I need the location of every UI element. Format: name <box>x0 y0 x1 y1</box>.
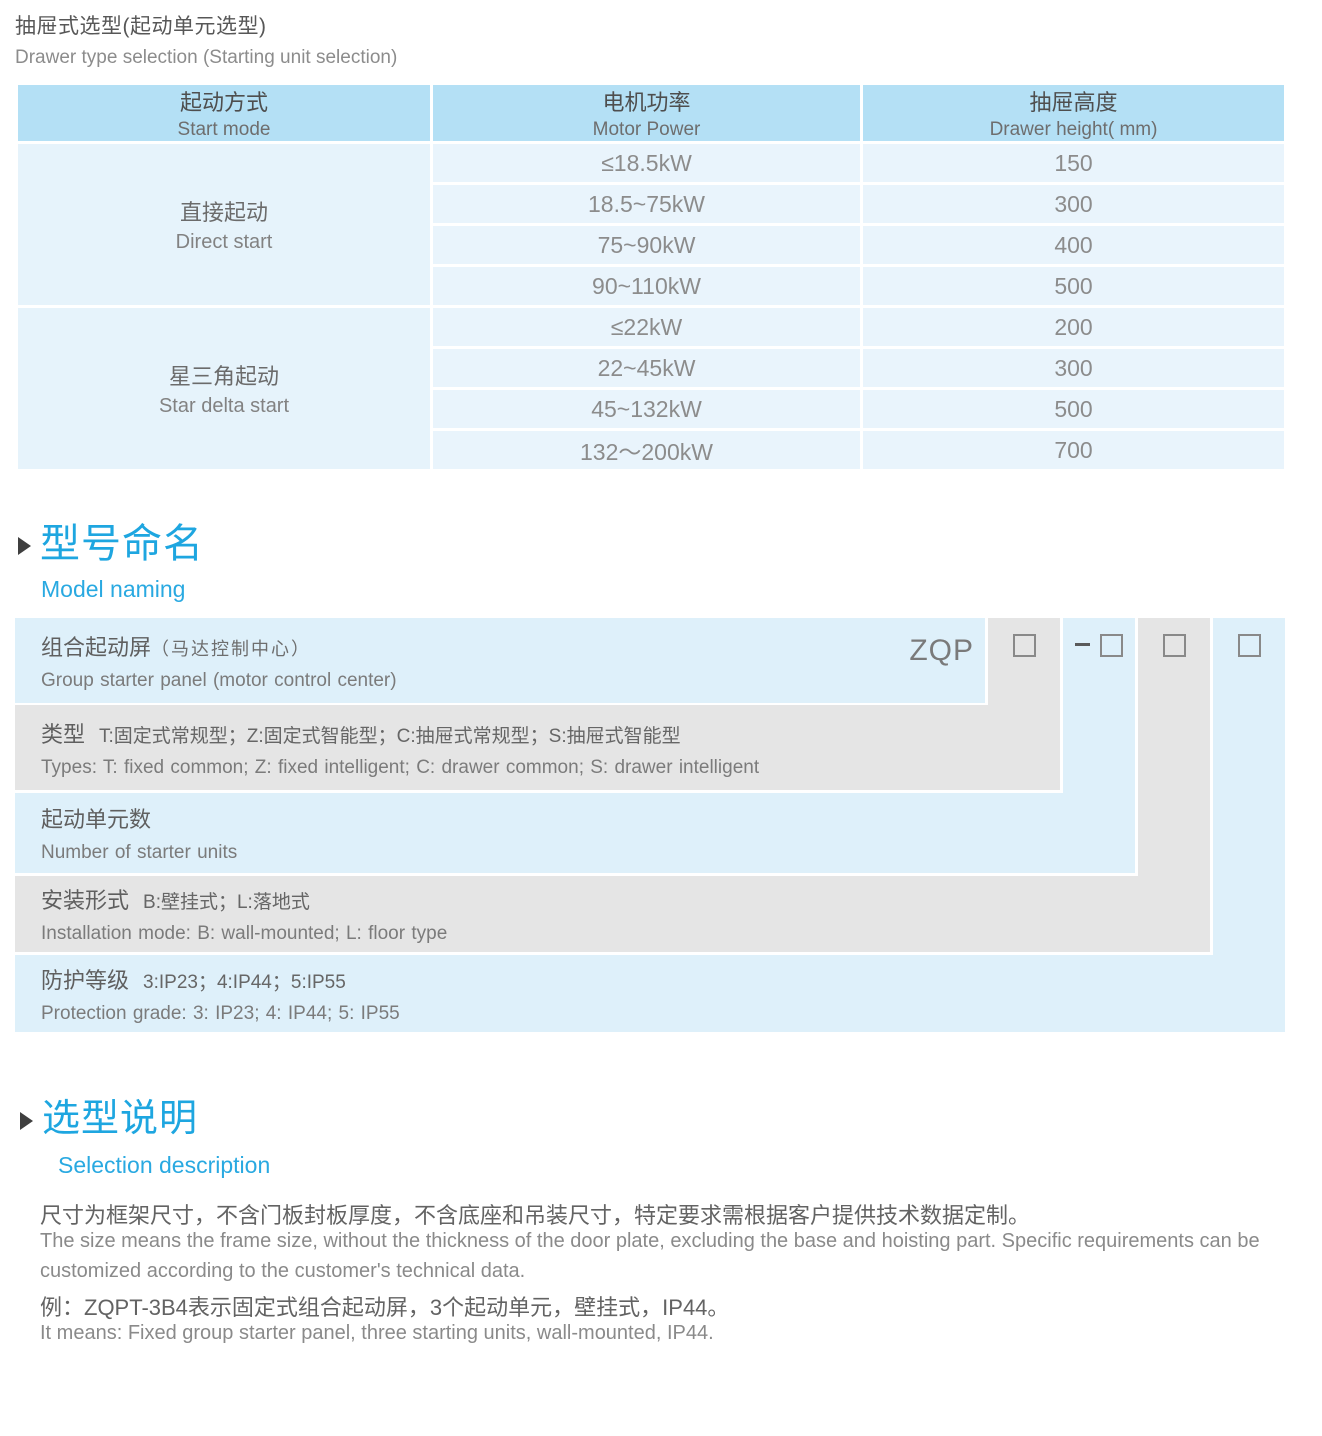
model-row-en: Installation mode: B: wall-mounted; L: f… <box>41 923 448 944</box>
mode-star-delta-en: Star delta start <box>158 395 290 417</box>
power-cell: ≤18.5kW <box>430 141 863 185</box>
start-mode-cell-star-delta: 星三角起动 Star delta start <box>15 305 433 472</box>
model-row-zh: 类型 T:固定式常规型；Z:固定式智能型；C:抽屉式常规型；S:抽屉式智能型 <box>41 721 681 747</box>
description-line: It means: Fixed group starter panel, thr… <box>40 1322 714 1344</box>
model-row-zh: 防护等级 3:IP23；4:IP44；5:IP55 <box>41 967 346 993</box>
height-cell: 400 <box>860 223 1287 267</box>
model-naming-diagram: 组合起动屏（马达控制中心） Group starter panel (motor… <box>15 618 1285 1032</box>
model-row-installation-mode: 安装形式 B:壁挂式；L:落地式 Installation mode: B: wa… <box>15 876 1210 952</box>
power-cell: 18.5~75kW <box>430 182 863 226</box>
header-drawer-height-en: Drawer height( mm) <box>989 119 1158 140</box>
model-row-protection-grade: 防护等级 3:IP23；4:IP44；5:IP55 Protection grad… <box>15 955 1285 1032</box>
col-header-motor-power: 电机功率 Motor Power <box>430 82 863 144</box>
power-cell: ≤22kW <box>430 305 863 349</box>
model-row-en: Number of starter units <box>41 842 238 863</box>
height-cell: 150 <box>860 141 1287 185</box>
height-cell: 200 <box>860 305 1287 349</box>
header-motor-power-en: Motor Power <box>592 119 701 140</box>
power-cell: 132～200kW <box>430 428 863 472</box>
table-row: 直接起动 Direct start ≤18.5kW 150 <box>15 141 1287 308</box>
mode-star-delta-zh: 星三角起动 <box>168 364 279 389</box>
model-row-en: Group starter panel (motor control cente… <box>41 669 397 691</box>
col-header-start-mode: 起动方式 Start mode <box>15 82 433 144</box>
power-cell: 22~45kW <box>430 346 863 390</box>
description-line: 例：ZQPT-3B4表示固定式组合起动屏，3个起动单元，壁挂式，IP44。 <box>40 1295 730 1320</box>
model-row-en: Protection grade: 3: IP23; 4: IP44; 5: I… <box>41 1002 400 1024</box>
model-row-zh: 起动单元数 <box>41 807 152 832</box>
height-cell: 300 <box>860 182 1287 226</box>
height-cell: 500 <box>860 387 1287 431</box>
mode-direct-en: Direct start <box>175 231 273 253</box>
mode-direct-zh: 直接起动 <box>179 200 268 225</box>
model-row-group-starter-panel: 组合起动屏（马达控制中心） Group starter panel (motor… <box>15 618 985 703</box>
header-motor-power-zh: 电机功率 <box>602 90 691 115</box>
section-arrow-icon <box>20 1112 33 1130</box>
page-title-en: Drawer type selection (Starting unit sel… <box>15 47 398 68</box>
model-code: ZQP <box>909 634 974 667</box>
code-box-icon <box>1237 634 1261 657</box>
col-header-drawer-height: 抽屉高度 Drawer height( mm) <box>860 82 1287 144</box>
dash-icon <box>1075 643 1090 646</box>
model-row-zh: 安装形式 B:壁挂式；L:落地式 <box>41 888 310 913</box>
header-start-mode-en: Start mode <box>177 119 271 140</box>
section-title-selection-description-en: Selection description <box>58 1152 271 1178</box>
height-cell: 700 <box>860 428 1287 472</box>
description-line: 尺寸为框架尺寸，不含门板封板厚度，不含底座和吊装尺寸，特定要求需根据客户提供技术… <box>40 1203 1031 1228</box>
description-line: The size means the frame size, without t… <box>40 1230 1260 1252</box>
section-arrow-icon <box>18 537 31 555</box>
power-cell: 75~90kW <box>430 223 863 267</box>
power-cell: 90~110kW <box>430 264 863 308</box>
model-row-types: 类型 T:固定式常规型；Z:固定式智能型；C:抽屉式常规型；S:抽屉式智能型 Ty… <box>15 705 1060 790</box>
model-row-starter-units: 起动单元数 Number of starter units <box>15 793 1135 873</box>
code-box-icon <box>1100 634 1123 657</box>
page-title-zh: 抽屉式选型(起动单元选型) <box>15 15 267 38</box>
height-cell: 300 <box>860 346 1287 390</box>
table-header-row: 起动方式 Start mode 电机功率 Motor Power 抽屉高度 Dr… <box>15 82 1287 144</box>
height-cell: 500 <box>860 264 1287 308</box>
start-mode-cell-direct: 直接起动 Direct start <box>15 141 433 308</box>
table-row: 星三角起动 Star delta start ≤22kW 200 <box>15 305 1287 472</box>
page-header: 抽屉式选型(起动单元选型) Drawer type selection (Sta… <box>15 10 397 69</box>
table-row: 45~132kW 500 <box>17 387 1287 431</box>
section-title-model-naming-zh: 型号命名 <box>40 522 204 566</box>
header-start-mode-zh: 起动方式 <box>179 90 268 115</box>
section-title-selection-description-zh: 选型说明 <box>42 1098 199 1140</box>
drawer-selection-table: 起动方式 Start mode 电机功率 Motor Power 抽屉高度 Dr… <box>15 82 1287 472</box>
model-row-zh: 组合起动屏（马达控制中心） <box>41 634 312 660</box>
table-row: 18.5~75kW 300 <box>17 182 1287 226</box>
description-line: customized according to the customer's t… <box>40 1260 526 1282</box>
header-drawer-height-zh: 抽屉高度 <box>1029 90 1118 115</box>
code-box-icon <box>1012 634 1036 657</box>
code-box-icon <box>1162 634 1186 657</box>
section-title-model-naming-en: Model naming <box>41 576 186 602</box>
table-row: 90~110kW 500 <box>17 264 1287 308</box>
table-row: 132～200kW 700 <box>17 428 1287 472</box>
table-row: 22~45kW 300 <box>17 346 1287 390</box>
table-row: 75~90kW 400 <box>17 223 1287 267</box>
power-cell: 45~132kW <box>430 387 863 431</box>
model-row-en: Types: T: fixed common; Z: fixed intelli… <box>41 756 760 778</box>
